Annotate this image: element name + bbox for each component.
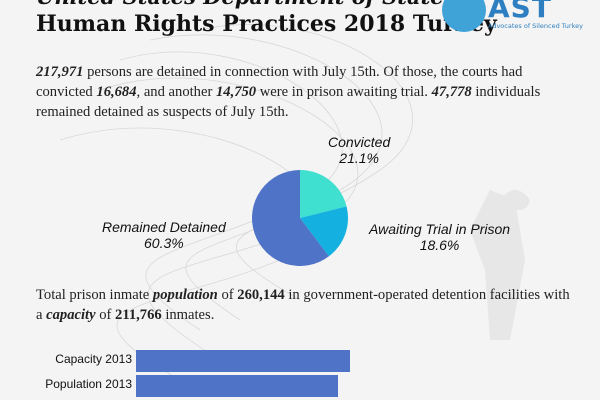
bar-mark [136, 375, 339, 397]
pie-slice-remained-detained [252, 170, 329, 266]
pie-label-awaiting-trial: Awaiting Trial in Prison 18.6% [369, 221, 510, 253]
pie-label-remained-detained: Remained Detained 60.3% [102, 219, 226, 251]
pie-label-convicted: Convicted 21.1% [328, 134, 390, 166]
detained-count: 217,971 [36, 64, 84, 80]
logo-subtitle: Advocates of Silenced Turkey [488, 22, 583, 30]
capacity-count: 211,766 [115, 307, 162, 323]
pie-label-text: Convicted [328, 134, 391, 150]
detention-summary-paragraph: 217,971 persons are detained in connecti… [36, 62, 576, 122]
capacity-text: of [95, 307, 116, 323]
pie-label-value: 18.6% [419, 237, 460, 253]
bar-mark [136, 350, 350, 372]
pie-slice-awaiting-trial [300, 206, 348, 257]
capacity-text: Total prison inmate [36, 287, 153, 303]
detention-pie-chart [252, 170, 348, 266]
capacity-keyword: capacity [46, 307, 96, 323]
pie-label-text: Awaiting Trial in Prison [369, 221, 511, 237]
prison-capacity-paragraph: Total prison inmate population of 260,14… [36, 285, 576, 325]
capacity-text: inmates. [161, 307, 215, 323]
organization-logo: AST Advocates of Silenced Turkey [440, 0, 590, 36]
capacity-text: of [217, 287, 238, 303]
summary-text: individuals remained detained as suspect… [36, 84, 541, 120]
page-title-line1: United States Department of State [36, 0, 444, 9]
capacity-text: in government-operated detention facilit… [36, 287, 570, 323]
pie-label-value: 21.1% [339, 150, 379, 166]
pie-label-text: Remained Detained [102, 219, 226, 235]
page-title-line2: Human Rights Practices 2018 Turkey [36, 11, 497, 37]
bar-category-label: Capacity 2013 [55, 352, 132, 366]
logo-text: AST [488, 0, 552, 24]
summary-text: , and another [136, 84, 216, 100]
logo-mark-icon [442, 0, 486, 32]
remained-detained-count: 47,778 [431, 84, 472, 100]
convicted-count: 16,684 [96, 84, 137, 100]
population-count: 260,144 [237, 287, 285, 303]
pie-slice-convicted [300, 170, 347, 218]
summary-text: persons are detained in connection with … [36, 64, 523, 100]
summary-text: were in prison awaiting trial. [256, 84, 432, 100]
pie-label-value: 60.3% [144, 235, 184, 251]
population-keyword: population [152, 287, 218, 303]
awaiting-trial-count: 14,750 [215, 84, 257, 100]
bar-category-label: Population 2013 [45, 377, 132, 391]
